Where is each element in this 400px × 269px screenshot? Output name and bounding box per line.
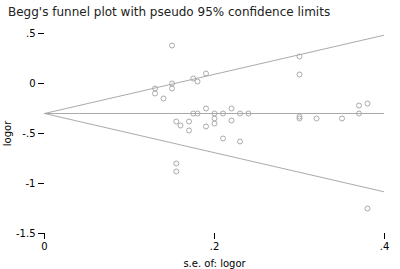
svg-text:.4: .4: [380, 241, 390, 252]
html-text:Begg's funnel plot with pseudo: Begg's funnel plot with pseudo 95% confi…: [8, 5, 331, 19]
svg-text:.2: .2: [210, 241, 220, 252]
svg-text:0: 0: [41, 241, 47, 252]
svg-text:0: 0: [29, 78, 35, 89]
svg-text:.5: .5: [26, 28, 36, 39]
svg-text:-.5: -.5: [22, 128, 35, 139]
svg-text:-1: -1: [26, 178, 36, 189]
svg-text:-1.5: -1.5: [16, 228, 36, 239]
svg-text:logor: logor: [2, 120, 13, 146]
svg-text:s.e. of: logor: s.e. of: logor: [183, 258, 246, 269]
